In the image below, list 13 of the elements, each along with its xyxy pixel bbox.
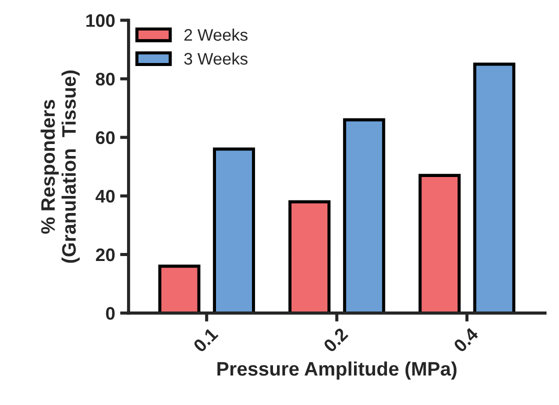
y-tick-label: 0 <box>106 307 115 320</box>
y-axis-title: % Responders (Granulation Tissue) <box>40 70 80 263</box>
y-tick-label: 80 <box>96 72 115 86</box>
y-tick-label: 40 <box>96 190 115 203</box>
x-tick-label: 0.4 <box>452 326 480 353</box>
y-tick-label: 60 <box>96 131 115 144</box>
x-tick-label: 0.1 <box>192 326 219 353</box>
legend-label: 2 Weeks <box>184 28 248 41</box>
legend-label: 3 Weeks <box>184 52 248 65</box>
x-tick-label: 0.2 <box>322 327 349 353</box>
x-axis-title: Pressure Amplitude (MPa) <box>217 361 456 380</box>
y-tick-label: 100 <box>86 14 115 27</box>
y-tick-label: 20 <box>96 248 115 262</box>
